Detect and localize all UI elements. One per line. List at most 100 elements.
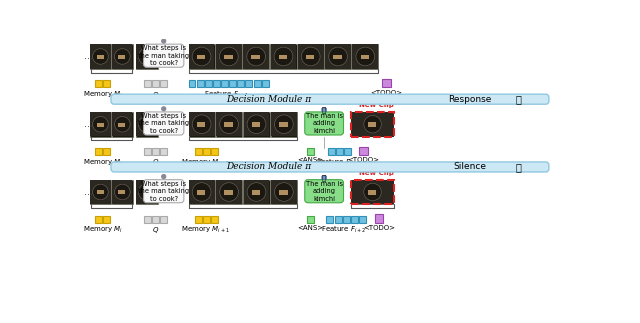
Bar — [112, 44, 132, 69]
Circle shape — [162, 175, 166, 179]
Bar — [189, 180, 214, 204]
Bar — [225, 190, 233, 195]
Bar — [216, 180, 242, 204]
Text: Memory $M_i$: Memory $M_i$ — [83, 157, 123, 168]
Bar — [118, 55, 125, 59]
Bar — [243, 44, 269, 69]
FancyBboxPatch shape — [322, 108, 326, 112]
Bar — [351, 180, 394, 204]
FancyBboxPatch shape — [143, 180, 184, 203]
Bar — [271, 112, 297, 137]
Bar — [189, 180, 215, 204]
Circle shape — [162, 107, 166, 111]
Circle shape — [138, 116, 155, 132]
Bar — [271, 44, 296, 68]
Circle shape — [275, 182, 293, 201]
Bar — [216, 112, 242, 136]
FancyBboxPatch shape — [305, 112, 344, 135]
Bar — [244, 180, 269, 204]
Bar — [97, 123, 104, 127]
Bar — [252, 55, 260, 59]
Bar — [103, 148, 110, 155]
Bar — [351, 112, 394, 137]
Text: <TODO>: <TODO> — [348, 157, 380, 163]
Text: What steps is
the man taking
to cook?: What steps is the man taking to cook? — [138, 113, 189, 134]
Bar — [216, 44, 242, 68]
Bar — [118, 191, 125, 194]
Bar — [143, 55, 150, 59]
Bar — [351, 216, 358, 223]
Bar — [368, 122, 376, 127]
Circle shape — [220, 182, 239, 201]
Bar — [112, 44, 132, 68]
Bar — [97, 55, 104, 59]
Bar — [197, 122, 205, 127]
Bar — [203, 148, 210, 155]
Text: Feature $F_{i+2}$: Feature $F_{i+2}$ — [316, 157, 361, 168]
Text: What steps is
the man taking
to cook?: What steps is the man taking to cook? — [138, 45, 189, 66]
Bar — [352, 113, 393, 136]
Circle shape — [275, 115, 293, 134]
Bar — [325, 44, 351, 69]
Bar — [136, 44, 157, 69]
Bar — [271, 180, 297, 204]
Bar — [216, 44, 242, 69]
Bar — [359, 216, 366, 223]
Bar — [160, 216, 167, 223]
Bar — [246, 80, 252, 87]
Bar — [197, 190, 205, 195]
Bar — [224, 55, 232, 59]
Bar — [326, 216, 333, 223]
Bar — [253, 80, 260, 87]
Bar — [97, 191, 104, 194]
Text: Decision Module π: Decision Module π — [226, 95, 311, 104]
Circle shape — [274, 47, 293, 66]
Bar — [118, 123, 125, 127]
Bar — [336, 148, 343, 155]
Text: Response: Response — [449, 95, 492, 104]
Text: <TODO>: <TODO> — [371, 89, 403, 96]
Bar — [271, 180, 297, 204]
FancyBboxPatch shape — [111, 162, 549, 172]
Text: Decision Module π: Decision Module π — [226, 162, 311, 172]
Bar — [352, 181, 393, 203]
Bar — [270, 44, 296, 69]
Bar — [112, 180, 132, 204]
Text: ...: ... — [84, 187, 93, 197]
Text: 🤖: 🤖 — [322, 174, 326, 181]
Bar — [307, 148, 314, 155]
Bar — [103, 216, 110, 223]
Bar — [243, 180, 269, 204]
Bar — [90, 112, 111, 136]
Bar — [298, 44, 324, 68]
Bar — [382, 79, 391, 87]
FancyBboxPatch shape — [111, 94, 549, 104]
Bar — [143, 148, 150, 155]
Text: 🤖: 🤖 — [322, 107, 326, 113]
Bar — [90, 44, 111, 69]
Bar — [211, 216, 218, 223]
Bar — [243, 112, 269, 137]
Circle shape — [301, 47, 320, 66]
Bar — [353, 44, 378, 68]
Bar — [252, 122, 260, 127]
FancyBboxPatch shape — [143, 112, 184, 135]
Bar — [271, 112, 297, 136]
Bar — [152, 216, 159, 223]
Bar — [243, 44, 269, 68]
Bar — [343, 216, 349, 223]
Bar — [189, 44, 214, 68]
Bar — [352, 113, 393, 136]
Bar — [221, 80, 228, 87]
Bar — [189, 80, 195, 87]
Bar — [103, 80, 110, 87]
Circle shape — [247, 47, 266, 66]
Bar — [152, 148, 159, 155]
Bar — [112, 180, 132, 204]
Bar — [189, 44, 214, 69]
Bar — [197, 55, 205, 59]
Bar — [189, 112, 214, 136]
Bar — [195, 148, 202, 155]
Bar — [211, 148, 218, 155]
Bar — [213, 80, 220, 87]
